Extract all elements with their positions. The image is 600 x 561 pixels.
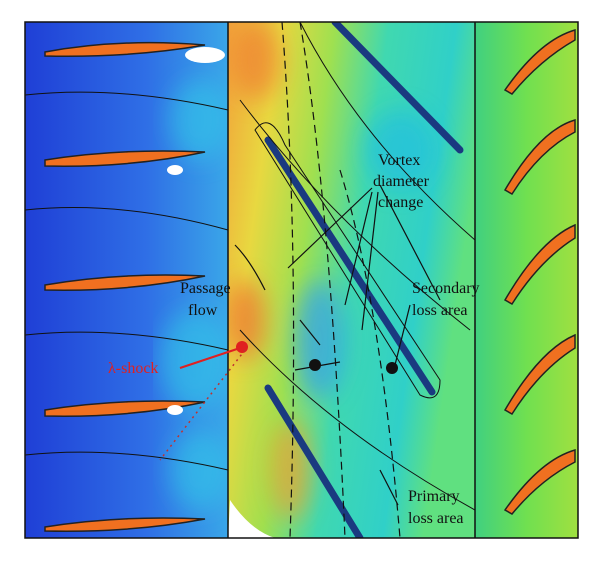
annotation: Primary xyxy=(408,488,460,505)
annotation: change xyxy=(378,194,423,211)
frame xyxy=(24,21,579,539)
right-panel xyxy=(475,22,578,538)
labels: Vortex diameter change Passage flow Seco… xyxy=(108,152,480,527)
annotation: loss area xyxy=(412,302,468,319)
middle-panel xyxy=(228,22,475,538)
annotation: diameter xyxy=(373,173,430,190)
blade xyxy=(264,136,436,396)
annotation: Passage xyxy=(180,280,231,297)
annotation: Vortex xyxy=(378,152,420,169)
annotation: flow xyxy=(188,302,218,319)
arrows xyxy=(234,184,441,506)
blade xyxy=(331,22,464,154)
left-panel xyxy=(24,22,230,538)
blade xyxy=(264,384,364,538)
annotation: λ-shock xyxy=(108,360,158,377)
annotation: loss area xyxy=(408,510,464,527)
annotation: Secondary xyxy=(412,280,480,297)
